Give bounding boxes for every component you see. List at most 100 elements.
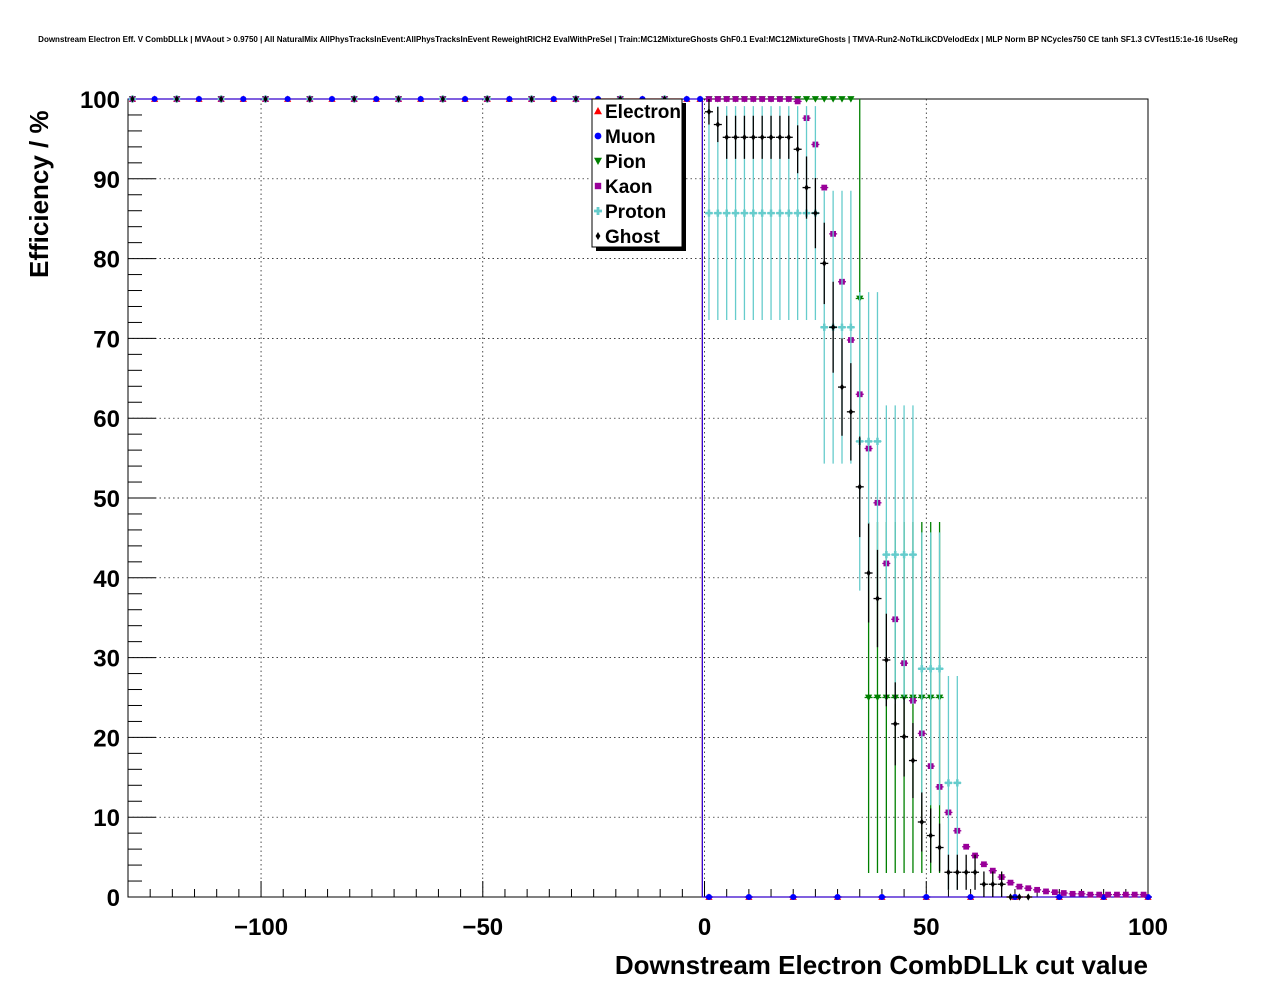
proton-point — [847, 323, 855, 331]
ghost-point — [573, 95, 579, 103]
legend-entry-pion: Pion — [594, 152, 646, 173]
ghost-point — [830, 323, 836, 331]
legend-label-electron: Electron — [605, 102, 681, 123]
muon-point — [683, 95, 690, 103]
muon-point — [1144, 893, 1152, 901]
proton-point — [909, 551, 917, 559]
legend-label-pion: Pion — [605, 152, 646, 173]
proton-point — [723, 209, 731, 217]
ghost-point — [733, 133, 738, 141]
legend-marker-pion — [594, 157, 602, 165]
ghost-point — [901, 733, 907, 741]
series-pion — [128, 96, 944, 874]
kaon-point — [1034, 886, 1041, 893]
kaon-point — [741, 96, 748, 102]
x-axis-ticks: −100 −50 0 50 100 — [127, 881, 1168, 941]
kaon-point — [750, 96, 757, 102]
pion-point — [838, 96, 846, 103]
muon-point — [834, 893, 841, 901]
proton-point — [953, 779, 961, 787]
ghost-point — [999, 880, 1004, 888]
proton-point — [882, 551, 890, 559]
kaon-point — [981, 861, 987, 868]
muon-point — [550, 95, 557, 103]
ghost-point — [440, 95, 446, 103]
muon-point — [1056, 893, 1063, 901]
ghost-point — [964, 868, 969, 876]
y-tick-label: 100 — [80, 87, 120, 114]
ghost-point — [955, 868, 960, 876]
ghost-point — [795, 145, 800, 153]
proton-point — [935, 665, 944, 673]
proton-point — [731, 209, 740, 217]
ghost-point — [972, 868, 978, 876]
muon-point — [790, 893, 797, 901]
kaon-point — [1043, 888, 1049, 895]
ghost-point — [893, 720, 898, 728]
y-tick-label: 60 — [93, 406, 120, 433]
ghost-point — [174, 95, 179, 103]
pion-point — [820, 96, 828, 103]
ghost-point — [910, 756, 916, 765]
kaon-point — [989, 867, 996, 874]
x-tick-label: 50 — [913, 914, 940, 941]
proton-point — [927, 665, 935, 673]
kaon-point — [1114, 891, 1120, 898]
ghost-point — [751, 133, 756, 141]
legend-entry-ghost: Ghost — [595, 227, 661, 248]
proton-point — [714, 209, 722, 217]
ghost-point — [875, 594, 880, 603]
legend-entry-proton: Proton — [594, 202, 666, 223]
series-ghost — [130, 95, 1033, 901]
ghost-point — [946, 868, 951, 876]
chart-title: Downstream Electron Eff. V CombDLLk | MV… — [38, 35, 1238, 44]
x-tick-label: 100 — [1128, 914, 1168, 941]
muon-point — [1011, 893, 1019, 901]
ghost-point — [928, 831, 933, 840]
ghost-point — [529, 95, 534, 103]
pion-point — [873, 694, 882, 702]
ghost-point — [1026, 893, 1031, 901]
muon-point — [878, 893, 885, 901]
ghost-point — [990, 880, 995, 888]
legend-entry-kaon: Kaon — [594, 177, 653, 198]
proton-point — [740, 209, 749, 217]
ghost-point — [307, 95, 312, 103]
kaon-point — [963, 843, 970, 850]
ghost-point — [1017, 893, 1022, 901]
y-tick-label: 70 — [93, 326, 120, 353]
legend-entry-muon: Muon — [594, 127, 656, 148]
kaon-point — [777, 96, 783, 102]
ghost-point — [919, 818, 924, 826]
ghost-point — [777, 133, 783, 141]
x-tick-label: −50 — [462, 914, 503, 941]
y-tick-label: 0 — [107, 885, 120, 912]
muon-point — [417, 95, 424, 103]
y-axis-label: Efficiency / % — [24, 110, 54, 278]
ghost-point — [352, 95, 357, 103]
kaon-point — [794, 98, 801, 105]
muon-point — [151, 95, 158, 103]
legend-label-muon: Muon — [605, 127, 656, 148]
proton-point — [900, 551, 908, 559]
legend-marker-muon — [594, 132, 602, 140]
kaon-point — [759, 96, 766, 102]
ghost-point — [822, 259, 827, 267]
ghost-point — [263, 95, 268, 103]
ghost-point — [839, 383, 845, 391]
legend-marker-ghost — [595, 232, 601, 240]
kaon-point — [1131, 891, 1138, 898]
proton-point — [865, 437, 873, 445]
proton-point — [794, 209, 802, 217]
ghost-point — [857, 483, 862, 491]
muon-point — [923, 893, 930, 901]
ghost-point — [715, 120, 720, 129]
proton-point — [758, 209, 766, 217]
muon-point — [461, 95, 469, 103]
x-tick-label: −100 — [234, 914, 288, 941]
muon-point — [506, 95, 513, 103]
y-tick-label: 30 — [93, 646, 120, 673]
ghost-point — [130, 95, 135, 103]
kaon-point — [785, 96, 792, 102]
kaon-point — [1096, 891, 1103, 898]
